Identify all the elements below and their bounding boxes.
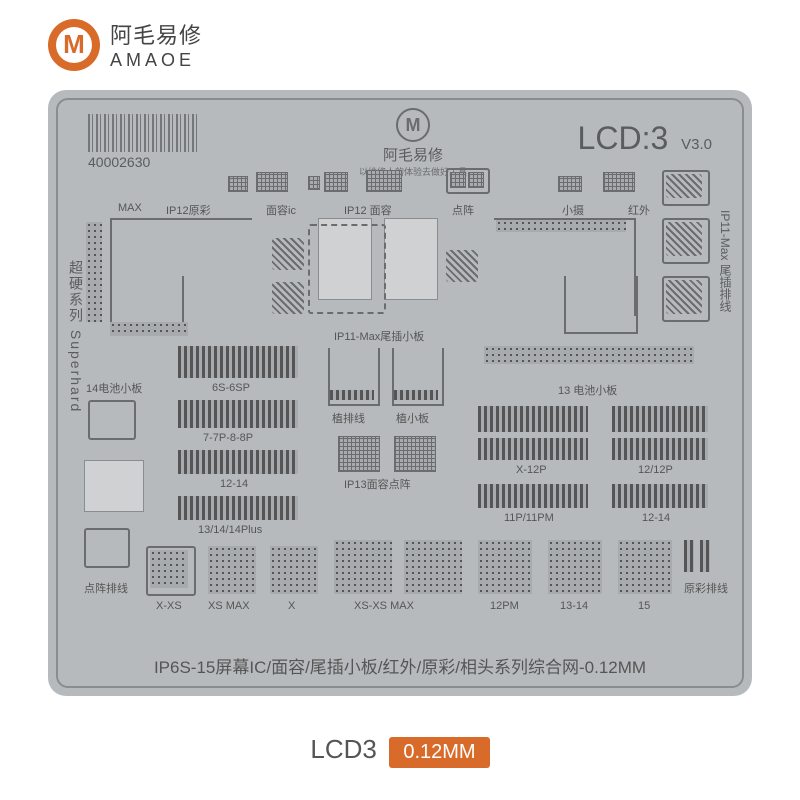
barcode	[88, 114, 198, 152]
label-131414p: 13/14/14Plus	[198, 524, 262, 536]
bar-chip	[178, 346, 298, 378]
footer: LCD3 0.12MM	[0, 734, 800, 768]
label-xsmax: XS MAX	[208, 600, 250, 612]
chip	[394, 436, 436, 472]
ic-small	[366, 170, 402, 192]
cutout	[384, 218, 438, 300]
ic-hatch	[272, 238, 304, 270]
grid	[548, 540, 602, 594]
brand-logo-glyph: M	[56, 27, 92, 63]
brand-name-cn: 阿毛易修	[110, 18, 202, 50]
ic-hatch	[272, 282, 304, 314]
bar	[700, 540, 710, 572]
outline	[88, 400, 136, 440]
label-15: 15	[638, 600, 650, 612]
footer-name: LCD3	[310, 734, 376, 764]
ic-small	[308, 176, 320, 190]
footer-thickness: 0.12MM	[389, 737, 489, 768]
stencil-title: LCD:3 V3.0	[574, 120, 712, 157]
ic-small	[558, 176, 582, 192]
grid	[270, 546, 318, 594]
stencil-logo-glyph: M	[396, 108, 430, 142]
dots	[496, 220, 626, 232]
label-1214b: 12-14	[642, 512, 670, 524]
brand-header: M 阿毛易修 AMAOE	[0, 0, 800, 71]
barcode-number: 40002630	[88, 154, 150, 170]
bar	[394, 390, 438, 400]
bar-chip	[178, 450, 298, 474]
bar	[684, 540, 694, 572]
label-12pm: 12PM	[490, 600, 519, 612]
grid	[208, 546, 256, 594]
label-ttcable: 原彩排线	[684, 580, 728, 596]
ic-small	[256, 172, 288, 192]
label-1214a: 12-14	[220, 478, 248, 490]
side-label-left: 超硬系列 Superhard	[66, 260, 86, 413]
ic-small	[450, 172, 466, 188]
label-dianzhen: 点阵	[452, 202, 474, 218]
dots	[86, 222, 102, 322]
label-x12p: X-12P	[516, 464, 547, 476]
ic-small	[228, 176, 248, 192]
bar-chip	[612, 484, 708, 508]
label-battery13: 13 电池小板	[558, 382, 617, 398]
brand-logo-circle: M	[48, 19, 100, 71]
label-ip12face: IP12 面容	[344, 202, 392, 218]
bar-chip	[178, 496, 298, 520]
dots-row	[484, 346, 694, 364]
shape-l	[564, 276, 638, 334]
bar	[330, 390, 374, 400]
label-face-ic: 面容ic	[266, 202, 296, 218]
label-dzcable: 点阵排线	[84, 580, 128, 596]
stencil-description: IP6S-15屏幕IC/面容/尾插小板/红外/原彩/相头系列综合网-0.12MM	[48, 653, 752, 678]
bar-chip	[612, 406, 708, 432]
stencil-title-text: LCD:3	[578, 120, 669, 156]
label-xsxsmax: XS-XS MAX	[354, 600, 414, 612]
label-ip13face: IP13面容点阵	[344, 476, 411, 492]
ic-outline	[662, 170, 710, 206]
label-battery14: 14电池小板	[86, 380, 142, 396]
grid	[150, 550, 188, 588]
label-11p: 11P/11PM	[504, 512, 554, 524]
dots	[110, 322, 188, 336]
grid	[404, 540, 462, 594]
ic-small	[324, 172, 348, 192]
stencil-plate: 40002630 M 阿毛易修 以维修人的体验去做好工具 LCD:3 V3.0 …	[48, 90, 752, 696]
label-cable: 植排线	[332, 410, 365, 426]
stencil-version: V3.0	[681, 136, 712, 153]
label-hongwai: 红外	[628, 202, 650, 218]
brand-name-en: AMAOE	[110, 50, 202, 71]
stencil-logo-cn: 阿毛易修	[338, 144, 488, 165]
ic-small	[603, 172, 635, 192]
label-xxs: X-XS	[156, 600, 182, 612]
label-x: X	[288, 600, 295, 612]
label-6s: 6S-6SP	[212, 382, 250, 394]
bar-chip	[478, 484, 588, 508]
side-label-right: IP11-Max 尾插排线	[717, 210, 734, 312]
label-board: 植小板	[396, 410, 429, 426]
label-max: MAX	[118, 202, 142, 214]
ic-hatch	[446, 250, 478, 282]
ic-hatch	[666, 280, 702, 314]
ic-hatch	[666, 222, 702, 256]
label-ip12tt: IP12原彩	[166, 202, 211, 218]
ic-small	[468, 172, 484, 188]
bar-chip	[478, 406, 588, 432]
grid	[478, 540, 532, 594]
label-1212p: 12/12P	[638, 464, 673, 476]
grid	[618, 540, 672, 594]
brand-text: 阿毛易修 AMAOE	[110, 18, 202, 71]
bar-chip	[612, 438, 708, 460]
label-ip11max: IP11-Max尾插小板	[334, 328, 424, 344]
label-xiaoshe: 小摄	[562, 202, 584, 218]
outline	[84, 528, 130, 568]
grid	[334, 540, 392, 594]
label-7: 7-7P-8-8P	[203, 432, 253, 444]
outline	[308, 224, 386, 314]
label-1314: 13-14	[560, 600, 588, 612]
chip	[338, 436, 380, 472]
cutout	[84, 460, 144, 512]
bar-chip	[178, 400, 298, 428]
bar-chip	[478, 438, 588, 460]
